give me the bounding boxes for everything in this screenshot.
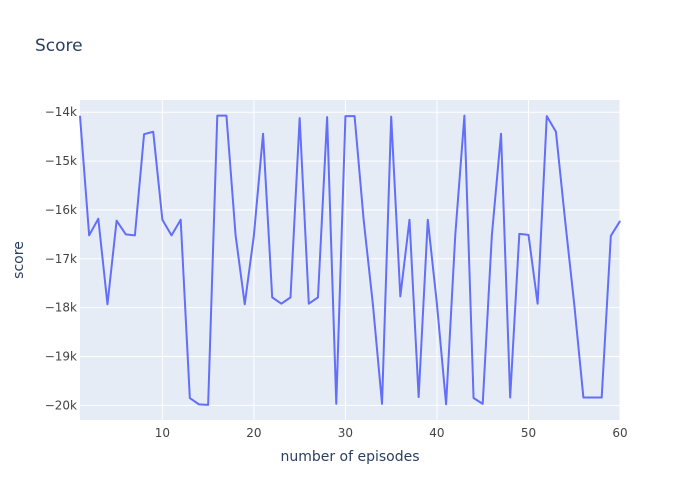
x-tick-label: 60 [612, 426, 627, 440]
data-point [399, 295, 401, 297]
data-point [271, 296, 273, 298]
data-point [390, 116, 392, 118]
y-tick-label: −16k [45, 203, 77, 217]
data-point [225, 115, 228, 117]
y-tick-label: −19k [45, 349, 77, 363]
data-point [610, 235, 612, 237]
data-point [289, 296, 292, 298]
data-point [564, 219, 566, 221]
data-point [244, 303, 246, 305]
data-point [582, 396, 584, 399]
data-point [207, 404, 209, 406]
data-point [372, 303, 374, 305]
data-point [170, 234, 173, 236]
data-point [472, 397, 475, 399]
data-point [326, 116, 328, 118]
data-point [189, 397, 191, 399]
data-point [180, 219, 182, 221]
y-tick-label: −15k [45, 154, 77, 168]
x-tick-label: 20 [246, 426, 261, 440]
x-tick-label: 40 [429, 426, 444, 440]
data-point [97, 218, 99, 220]
plot-background [80, 100, 620, 420]
x-tick-labels: 10 20 30 40 50 60 [155, 426, 628, 440]
data-point [546, 115, 548, 117]
data-point [555, 131, 557, 133]
data-point [308, 303, 310, 305]
grid-lines [80, 100, 621, 420]
data-point [408, 219, 411, 221]
data-point [152, 131, 154, 133]
data-point [143, 133, 145, 135]
data-point [106, 303, 109, 305]
data-point [619, 220, 621, 222]
data-point [509, 396, 511, 399]
data-point [537, 303, 539, 305]
data-point [591, 396, 594, 399]
data-point [125, 233, 127, 235]
data-point [463, 115, 466, 117]
data-point [418, 396, 420, 398]
data-point [161, 219, 163, 221]
data-point [299, 117, 301, 119]
data-point [253, 234, 255, 236]
y-tick-label: −18k [45, 301, 77, 315]
score-series-line [79, 114, 621, 406]
data-point [335, 403, 337, 405]
data-point [317, 296, 319, 298]
data-point [234, 234, 237, 236]
data-point [491, 234, 493, 236]
y-axis-title: score [11, 241, 27, 279]
data-point [500, 133, 502, 135]
data-point [116, 220, 118, 222]
data-point [344, 115, 347, 117]
data-point [482, 403, 484, 405]
x-tick-label: 30 [338, 426, 353, 440]
data-point [216, 115, 218, 117]
y-tick-labels: −14k −15k −16k −17k −18k −19k −20k [45, 105, 77, 412]
data-point [280, 303, 282, 305]
data-point [353, 115, 356, 117]
y-tick-label: −20k [45, 398, 77, 412]
data-point [88, 234, 90, 236]
data-point [381, 403, 383, 405]
data-point [262, 133, 264, 135]
data-point [134, 234, 136, 236]
data-point [601, 396, 603, 399]
data-point [427, 219, 429, 221]
y-tick-label: −17k [45, 252, 77, 266]
x-tick-label: 50 [521, 426, 536, 440]
x-tick-label: 10 [155, 426, 170, 440]
data-point [198, 403, 200, 405]
series-layer [79, 114, 621, 406]
data-point [573, 303, 575, 305]
data-point [527, 234, 530, 236]
data-point [436, 303, 438, 305]
data-point [79, 115, 81, 117]
data-point [518, 233, 520, 235]
y-tick-label: −14k [45, 105, 77, 119]
data-point [454, 234, 456, 236]
chart-title: Score [35, 36, 83, 56]
data-point [363, 220, 365, 222]
x-axis-title: number of episodes [280, 449, 419, 465]
data-point [445, 403, 447, 405]
